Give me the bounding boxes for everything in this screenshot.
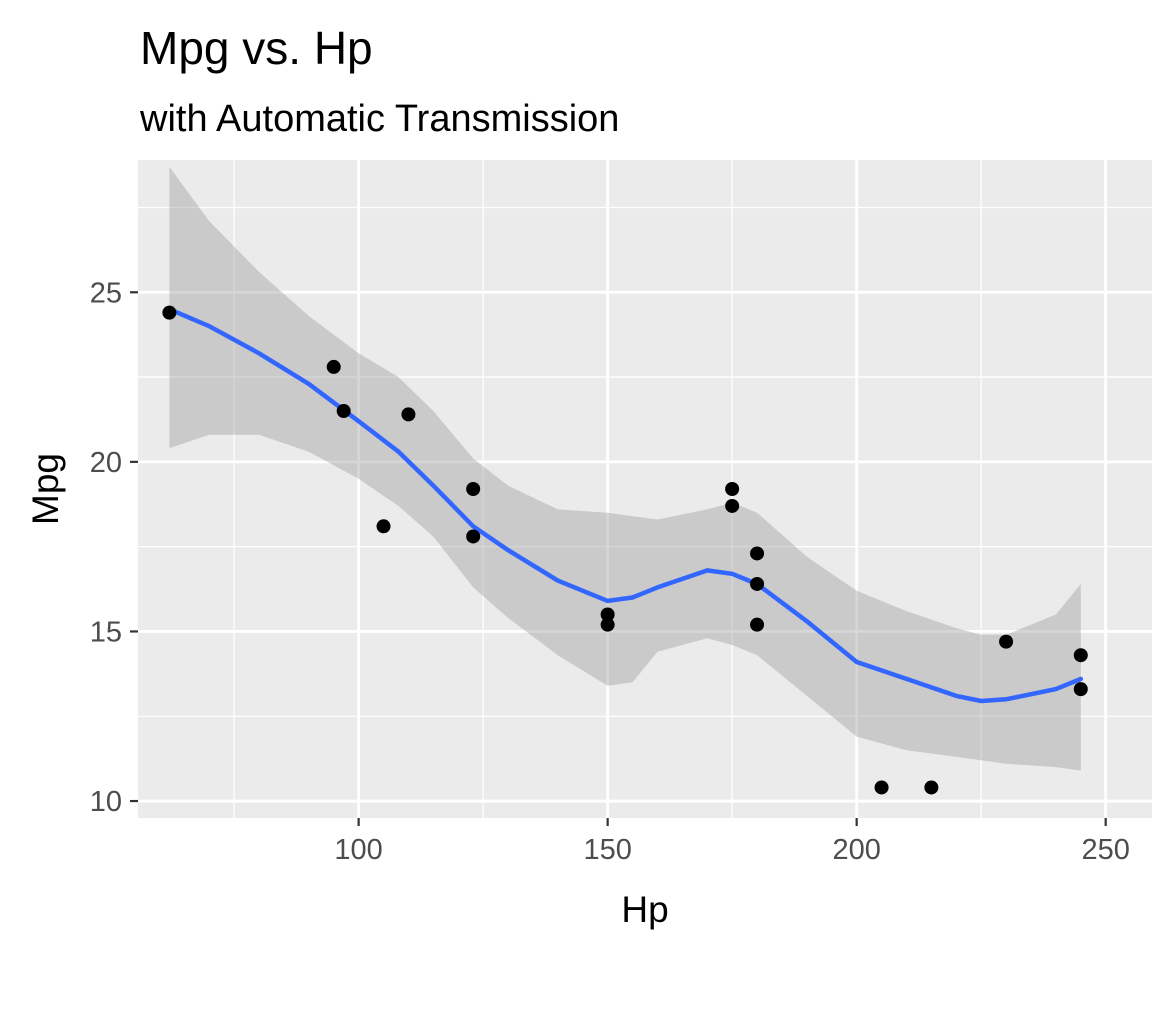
confidence-band [169,166,1081,771]
smooth-line [167,306,1084,704]
x-tick-label: 100 [334,834,382,866]
data-point [750,617,765,632]
y-axis-title: Mpg [25,453,66,525]
data-point [600,617,615,632]
data-point [336,403,351,418]
data-point [725,498,740,513]
x-tick-label: 250 [1081,834,1129,866]
data-point [750,546,765,561]
data-point [874,780,889,795]
chart-title: Mpg vs. Hp [140,22,373,74]
x-tick-label: 200 [832,834,880,866]
data-point [750,576,765,591]
x-tick-label: 150 [583,834,631,866]
axes: 100 150 200 250 10 15 20 25 [90,277,1130,866]
data-point [401,407,416,422]
data-point [725,482,740,496]
data-point [376,519,391,534]
y-tick-label: 20 [90,447,122,479]
x-axis-title: Hp [621,889,668,930]
y-tick-label: 25 [90,277,122,309]
data-point [999,634,1014,649]
data-point [466,482,481,496]
chart-subtitle: with Automatic Transmission [139,98,619,140]
y-tick-label: 10 [90,786,122,818]
grid-lines [138,160,1152,818]
data-point [924,780,939,795]
data-point [1073,682,1088,697]
data-point [466,529,481,544]
smooth-line-layer [167,306,1084,704]
data-point [1073,648,1088,663]
plot-panel [138,160,1152,818]
data-point [326,359,341,374]
data-point [600,607,615,622]
data-points [162,305,1088,795]
data-point [162,305,177,320]
y-tick-label: 15 [90,616,122,648]
confidence-band-layer [169,166,1081,771]
